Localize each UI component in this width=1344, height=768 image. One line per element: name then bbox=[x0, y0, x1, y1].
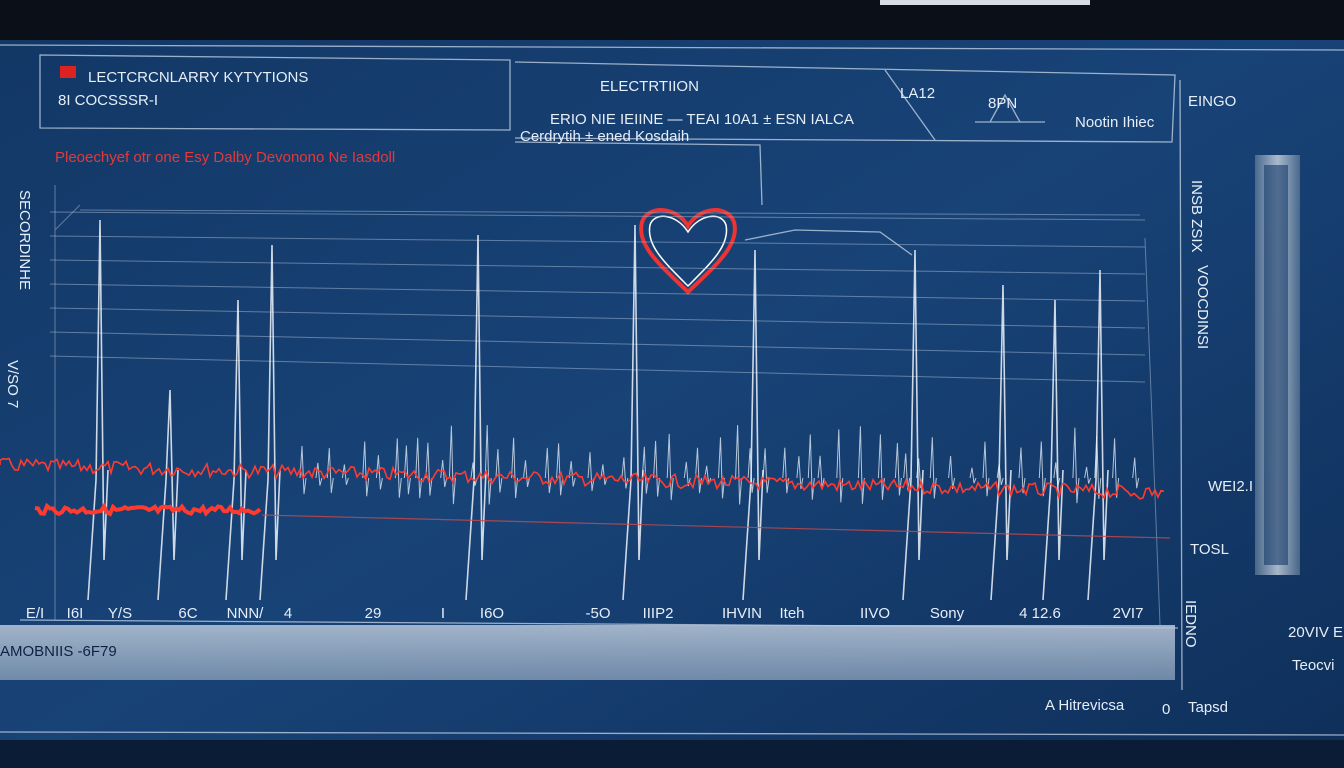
ecg-beat bbox=[225, 299, 247, 601]
ecg-beat bbox=[87, 219, 109, 601]
side-label: Teocvi bbox=[1292, 657, 1335, 674]
baseline bbox=[261, 514, 1171, 539]
grid-line bbox=[49, 355, 1146, 383]
axis-label: IHVIN bbox=[722, 605, 762, 622]
heart-icon-inner bbox=[648, 215, 728, 288]
axis-label: NNN/ bbox=[227, 605, 264, 622]
axis-label: IIIP2 bbox=[643, 605, 674, 622]
ecg-beat bbox=[622, 224, 644, 601]
footer-text: 0 bbox=[1162, 701, 1170, 718]
grid-line bbox=[49, 283, 1146, 302]
waveform bbox=[0, 185, 1171, 626]
logo bbox=[60, 66, 76, 78]
axis-label: I bbox=[441, 605, 445, 622]
bpm-icon bbox=[975, 93, 1045, 123]
side-title: EINGO bbox=[1188, 93, 1236, 110]
callout-line bbox=[514, 141, 763, 206]
heart-icon bbox=[639, 208, 737, 295]
left-vertical: V/SO 7 bbox=[4, 360, 21, 408]
axis-label: I6O bbox=[480, 605, 504, 622]
header-title: LECTCRCNLARRY KYTYTIONS bbox=[88, 69, 308, 86]
center-sub: Cerdrytih ± ened Kosdaih bbox=[520, 128, 689, 145]
bezel bbox=[0, 0, 1344, 40]
side-label: WEI2.I bbox=[1208, 478, 1253, 495]
footer-text: A Hitrevicsa bbox=[1045, 697, 1125, 714]
center-title: ELECTRTIION bbox=[600, 78, 699, 95]
side-label: 20VIV E bbox=[1288, 624, 1343, 641]
axis-label: 29 bbox=[365, 605, 382, 622]
side-vertical: VOOCDINSI bbox=[1194, 265, 1211, 349]
bezel-tab bbox=[880, 0, 1090, 5]
grid-line bbox=[49, 211, 1146, 221]
side-label: TOSL bbox=[1190, 541, 1229, 558]
axis-label: -5O bbox=[585, 605, 610, 622]
side-vertical: INSB ZSIX bbox=[1188, 180, 1205, 253]
axis-label: IIVO bbox=[860, 605, 890, 622]
bezel-bottom bbox=[0, 740, 1344, 768]
beat-cap bbox=[744, 229, 913, 256]
panel-frame bbox=[0, 44, 1344, 736]
alert-text: Pleoechyef otr one Esy Dalby Devonono Ne… bbox=[55, 149, 395, 166]
footer-text: Tapsd bbox=[1188, 699, 1228, 716]
side-gauge-inner bbox=[1264, 165, 1288, 565]
grid-line bbox=[49, 307, 1146, 329]
header-subtitle: 8I COCSSSR-I bbox=[58, 92, 158, 109]
side-vertical: IEDNO bbox=[1182, 600, 1199, 648]
grid-line bbox=[49, 259, 1146, 275]
ecg-beat bbox=[1042, 299, 1064, 601]
ecg-beat bbox=[157, 389, 179, 601]
axis-label: 4 bbox=[284, 605, 292, 622]
axis-label: Sony bbox=[930, 605, 965, 622]
grid-line bbox=[49, 235, 1146, 248]
grid-line bbox=[49, 331, 1146, 356]
ecg-trace bbox=[0, 457, 1165, 501]
status-bar bbox=[0, 625, 1175, 680]
center-line: ERIO NIE IEIINE — TEAI 10A1 ± ESN IALCA bbox=[550, 111, 854, 128]
ecg-beat bbox=[902, 249, 924, 601]
note-label: Nootin Ihiec bbox=[1075, 114, 1155, 131]
axis-label: 4 12.6 bbox=[1019, 605, 1061, 622]
axis-label: 2VI7 bbox=[1113, 605, 1144, 622]
bpm-label: 8PN bbox=[988, 95, 1017, 112]
ecg-trace-2 bbox=[34, 502, 262, 517]
ecg-beat bbox=[990, 284, 1012, 601]
axis-label: E/I bbox=[26, 605, 44, 622]
lead-label: LA12 bbox=[900, 85, 935, 102]
axis-label: Iteh bbox=[779, 605, 804, 622]
grid-frame bbox=[54, 185, 1161, 626]
status-text: AMOBNIIS -6F79 bbox=[0, 643, 117, 660]
ecg-beat bbox=[1087, 269, 1109, 601]
ecg-beat bbox=[259, 244, 281, 601]
axis-label: I6I bbox=[67, 605, 84, 622]
axis-label: 6C bbox=[178, 605, 197, 622]
axis-label: Y/S bbox=[108, 605, 132, 622]
left-vertical: SECORDINHE bbox=[16, 190, 33, 290]
ecg-beat bbox=[742, 249, 764, 601]
